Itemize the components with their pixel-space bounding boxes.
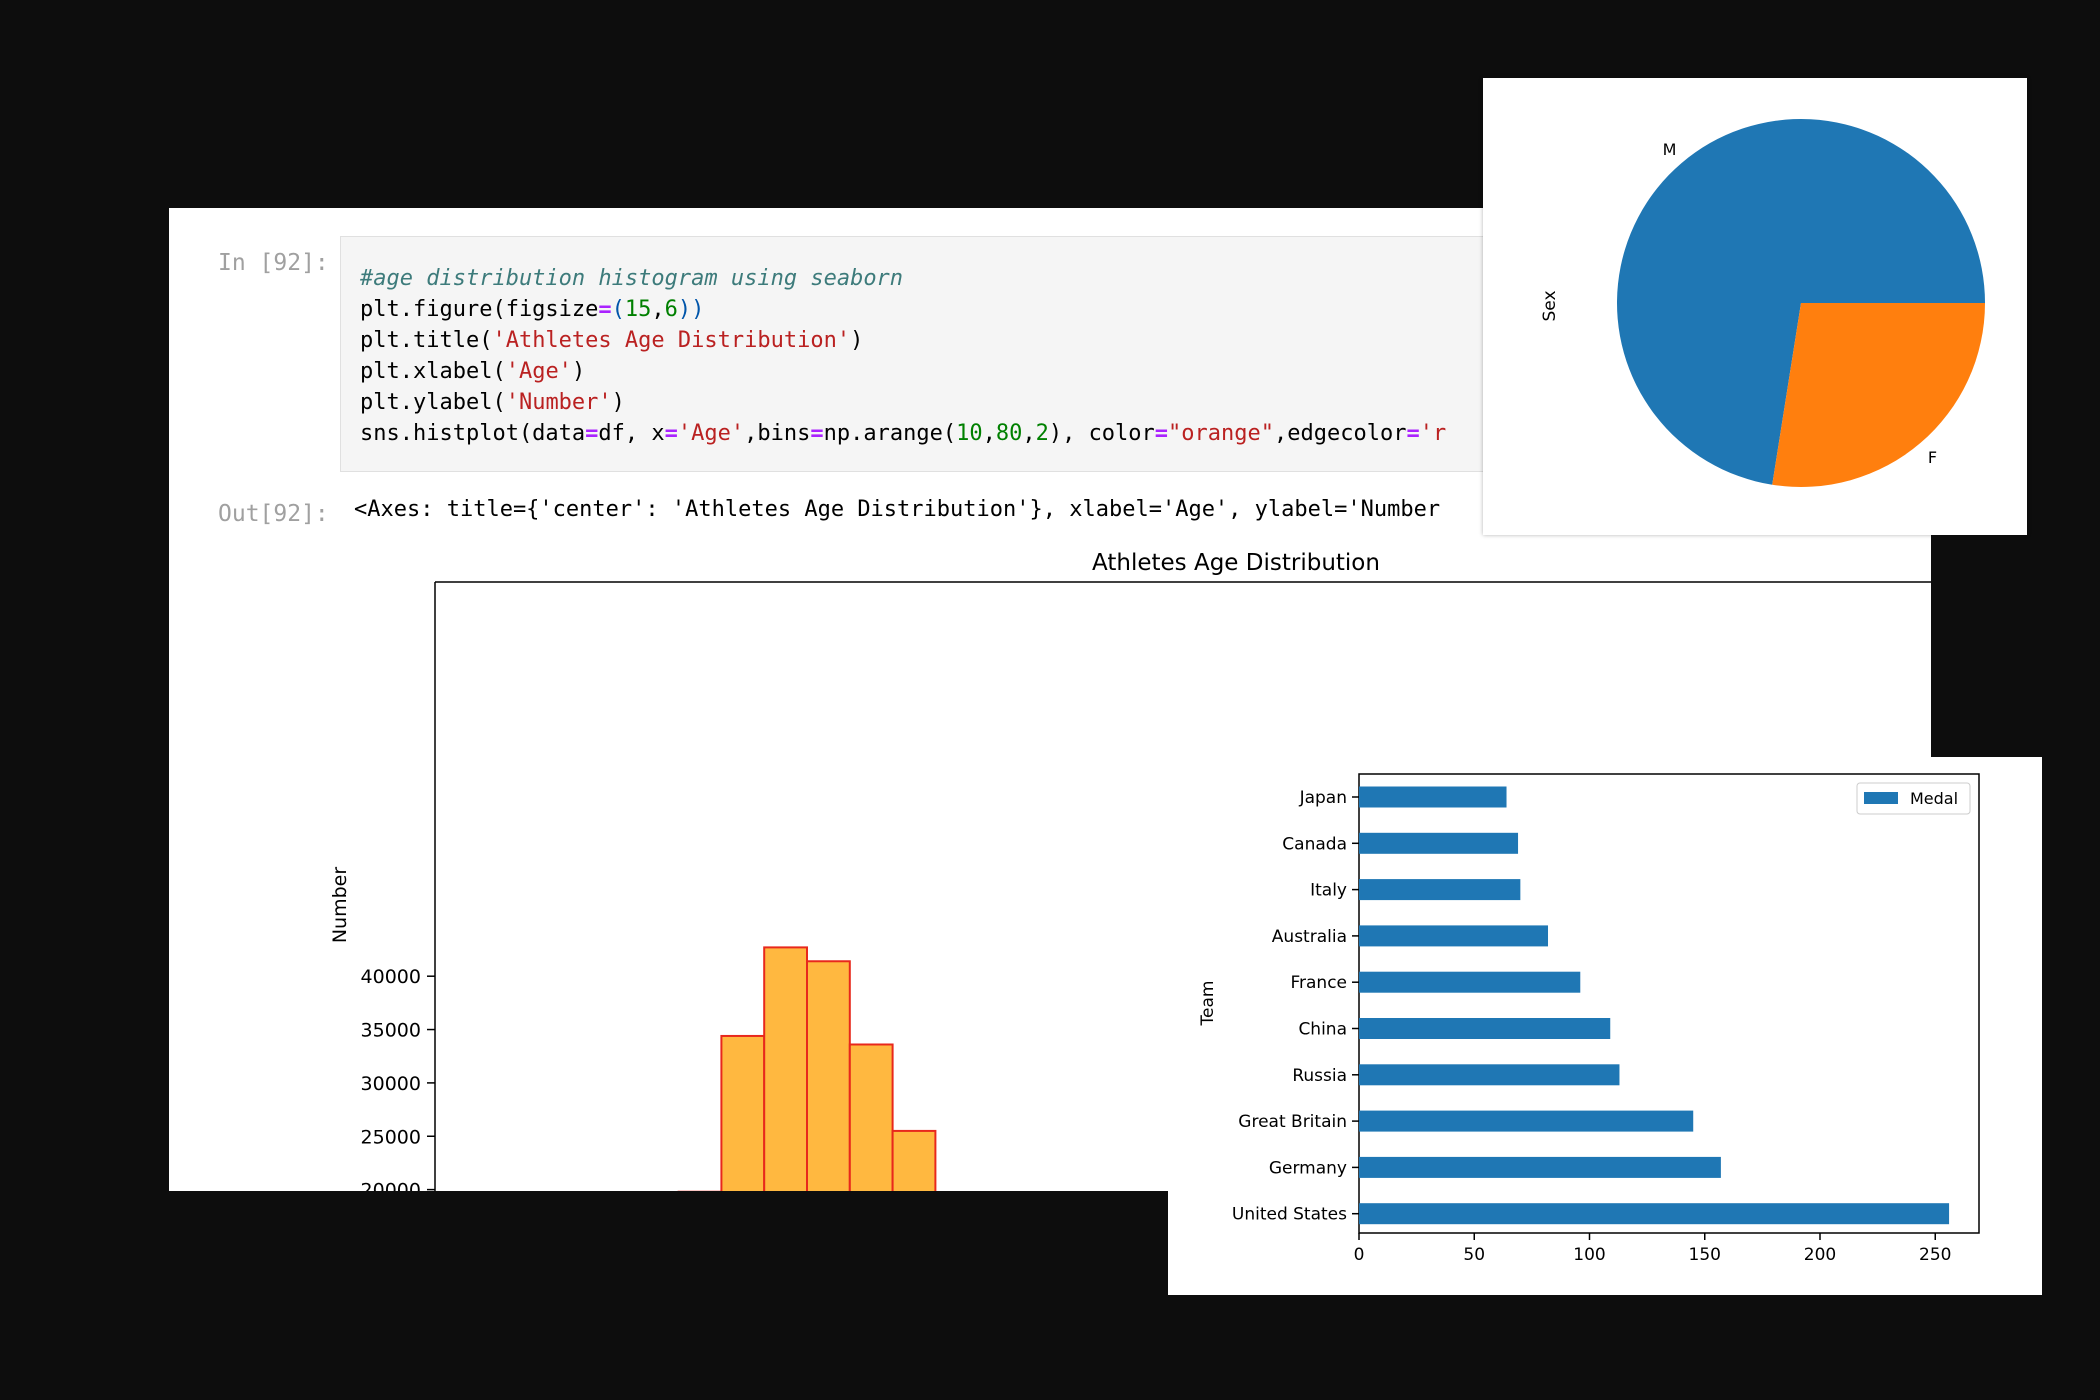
y-axis-ticks: 500010000150002000025000300003500040000 [361, 966, 435, 1191]
team-bar [1359, 1064, 1620, 1086]
team-bar [1359, 971, 1581, 993]
pie-chart: M F Sex [1540, 119, 1985, 487]
team-axis-label: Team [1198, 981, 1218, 1027]
pie-y-axis-label: Sex [1540, 290, 1560, 321]
output-text: <Axes: title={'center': 'Athletes Age Di… [354, 497, 1441, 522]
x-tick-label: 150 [1689, 1245, 1721, 1265]
code-line-1: #age distribution histogram using seabor… [360, 266, 903, 291]
x-tick-label: 250 [1919, 1245, 1951, 1265]
histogram-bar [763, 946, 809, 1191]
bar-axes-frame [1358, 773, 1980, 1234]
y-tick-label: 30000 [361, 1073, 421, 1095]
pie-chart-panel: M F Sex [1483, 78, 2027, 535]
code-comment: #age distribution histogram using seabor… [360, 266, 904, 291]
y-tick-label: 35000 [361, 1020, 421, 1042]
code-line-5: plt.ylabel('Number') [360, 390, 625, 415]
slice-label-m: M [1663, 140, 1677, 159]
pie-slices [1617, 119, 1985, 487]
histogram-bar [806, 960, 851, 1191]
histogram-bar [848, 1043, 894, 1191]
y-tick-label: 40000 [361, 966, 421, 988]
team-bar [1359, 925, 1549, 947]
team-bar [1359, 832, 1519, 854]
team-label: Italy [1310, 881, 1347, 901]
team-label: United States [1232, 1205, 1347, 1225]
legend-box [1856, 782, 1971, 815]
y-axis-label: Number [329, 867, 351, 944]
legend-label: Medal [1910, 789, 1958, 808]
code-line-3: plt.title('Athletes Age Distribution') [360, 328, 864, 353]
team-bar [1359, 1110, 1694, 1132]
histogram-bar [891, 1129, 937, 1191]
code-line-2: plt.figure(figsize=(15,6)) [360, 297, 705, 322]
in-prompt: In [92]: [218, 250, 329, 276]
out-prompt: Out[92]: [218, 501, 329, 527]
team-label: Japan [1299, 788, 1347, 808]
team-label: Germany [1269, 1158, 1347, 1178]
chart-title: Athletes Age Distribution [1092, 550, 1380, 576]
histogram-bars [677, 946, 937, 1191]
team-label: Great Britain [1238, 1112, 1347, 1132]
horizontal-bars [1359, 786, 1950, 1225]
team-bar [1359, 1203, 1950, 1225]
histogram-bar [720, 1034, 766, 1191]
chart-legend: Medal [1856, 782, 1971, 815]
pie-slice-f [1772, 303, 1985, 487]
team-bar [1359, 1018, 1611, 1039]
team-medal-chart-panel: United States Germany Great Britain Russia C… [1168, 757, 2042, 1295]
legend-swatch [1864, 792, 1898, 804]
team-bar [1359, 786, 1507, 808]
x-tick-label: 50 [1463, 1245, 1485, 1265]
team-label: Canada [1282, 834, 1347, 854]
pie-slice-m [1617, 119, 1985, 485]
team-bar [1359, 1156, 1721, 1178]
slice-label-f: F [1928, 448, 1937, 467]
histogram-chart: Athletes Age Distribution Number 5000100… [329, 550, 1931, 1191]
x-axis-ticks: United States Germany Great Britain Russia C… [1232, 788, 1952, 1265]
team-label: China [1298, 1020, 1347, 1040]
team-medal-bar-chart: United States Germany Great Britain Russia C… [1198, 773, 1980, 1265]
team-label: Australia [1272, 927, 1347, 947]
team-label: Russia [1292, 1066, 1347, 1086]
x-tick-label: 0 [1354, 1245, 1365, 1265]
y-tick-label: 25000 [361, 1126, 421, 1148]
y-tick-label: 20000 [361, 1180, 421, 1191]
x-tick-label: 200 [1804, 1245, 1836, 1265]
code-line-6: sns.histplot(data=df, x='Age',bins=np.ar… [360, 421, 1447, 446]
team-label: France [1290, 973, 1347, 993]
code-line-4: plt.xlabel('Age') [360, 359, 586, 384]
x-tick-label: 100 [1573, 1245, 1605, 1265]
team-bar [1359, 879, 1521, 901]
